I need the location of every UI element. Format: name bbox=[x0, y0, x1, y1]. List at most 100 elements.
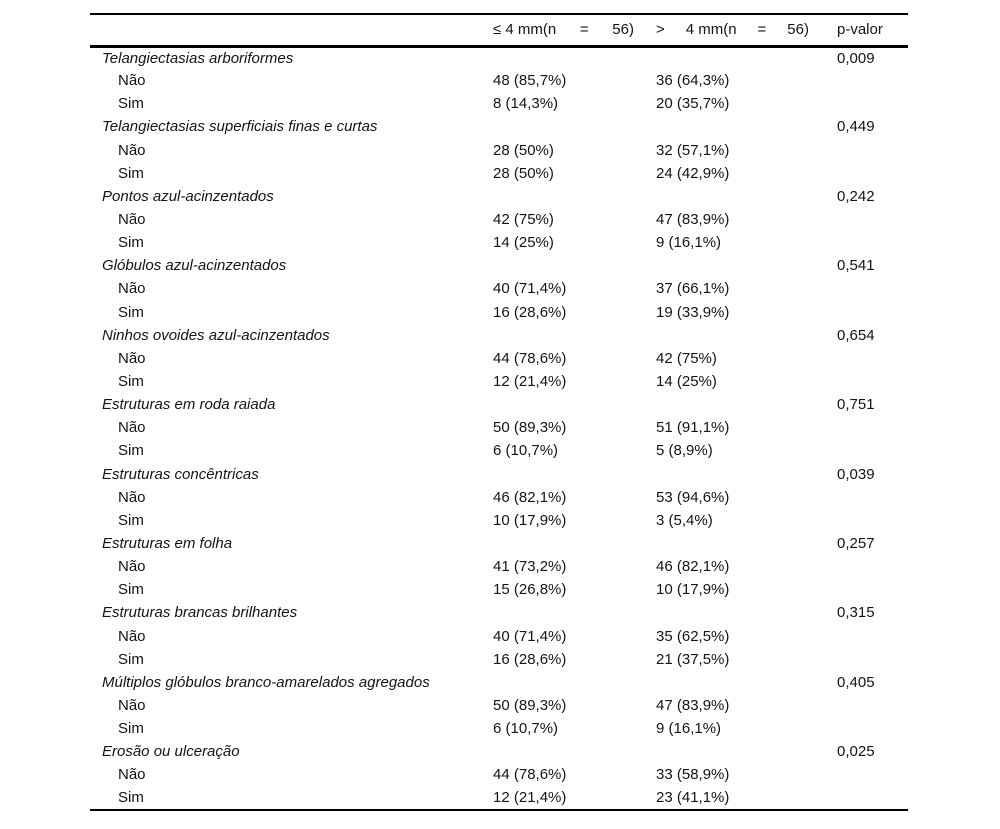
gt4mm-value-cell: 47 (83,9%) bbox=[656, 697, 730, 714]
row-label-cell: Sim bbox=[118, 650, 144, 668]
comparison-table: ≤ 4 mm(n = 56) > 4 mm(n = 56) p-valor Te… bbox=[90, 13, 908, 811]
header-feature-column bbox=[90, 13, 493, 48]
feature-row: Telangiectasias superficiais finas e cur… bbox=[90, 115, 908, 138]
le4mm-value-cell: 15 (26,8%) bbox=[493, 581, 567, 599]
spacer-cell bbox=[837, 786, 908, 811]
spacer-cell bbox=[656, 532, 837, 555]
row-label-cell: Não bbox=[118, 697, 146, 714]
spacer-cell bbox=[837, 717, 908, 740]
row-label-cell: Sim bbox=[118, 442, 144, 460]
yes-row: Sim 14 (25%) 9 (16,1%) bbox=[90, 231, 908, 254]
no-row: Não 28 (50%) 32 (57,1%) bbox=[90, 139, 908, 162]
spacer-cell bbox=[656, 740, 837, 763]
spacer-cell bbox=[656, 185, 837, 208]
le4mm-value-cell: 16 (28,6%) bbox=[493, 303, 567, 321]
gt4mm-value-cell: 14 (25%) bbox=[656, 373, 717, 391]
gt4mm-value-cell: 19 (33,9%) bbox=[656, 303, 730, 321]
yes-row: Sim 15 (26,8%) 10 (17,9%) bbox=[90, 578, 908, 601]
row-label-cell: Não bbox=[118, 280, 146, 298]
p-value-cell: 0,242 bbox=[837, 187, 875, 205]
no-row: Não 48 (85,7%) 36 (64,3%) bbox=[90, 69, 908, 92]
feature-name-cell: Múltiplos glóbulos branco-amarelados agr… bbox=[102, 673, 430, 691]
le4mm-value-cell: 48 (85,7%) bbox=[493, 72, 567, 90]
feature-row: Estruturas em roda raiada 0,751 bbox=[90, 393, 908, 416]
spacer-cell bbox=[493, 185, 656, 208]
spacer-cell bbox=[837, 578, 908, 601]
feature-row: Erosão ou ulceração 0,025 bbox=[90, 740, 908, 763]
feature-name-cell: Glóbulos azul-acinzentados bbox=[102, 257, 287, 275]
le4mm-value-cell: 28 (50%) bbox=[493, 164, 554, 182]
feature-name-cell: Pontos azul-acinzentados bbox=[102, 187, 274, 205]
spacer-cell bbox=[656, 324, 837, 347]
feature-name-cell: Ninhos ovoides azul-acinzentados bbox=[102, 326, 330, 344]
feature-row: Estruturas em folha 0,257 bbox=[90, 532, 908, 555]
spacer-cell bbox=[837, 92, 908, 115]
yes-row: Sim 28 (50%) 24 (42,9%) bbox=[90, 162, 908, 185]
no-row: Não 42 (75%) 47 (83,9%) bbox=[90, 208, 908, 231]
feature-name-cell: Telangiectasias superficiais finas e cur… bbox=[102, 118, 378, 136]
header-gt4mm-column: > 4 mm(n = 56) bbox=[656, 13, 837, 48]
spacer-cell bbox=[656, 393, 837, 416]
spacer-cell bbox=[493, 115, 656, 138]
no-row: Não 41 (73,2%) 46 (82,1%) bbox=[90, 555, 908, 578]
spacer-cell bbox=[837, 139, 908, 162]
yes-row: Sim 6 (10,7%) 9 (16,1%) bbox=[90, 717, 908, 740]
yes-row: Sim 10 (17,9%) 3 (5,4%) bbox=[90, 509, 908, 532]
p-value-cell: 0,405 bbox=[837, 673, 875, 691]
spacer-cell bbox=[656, 254, 837, 277]
header-le4mm-token: = bbox=[579, 21, 589, 39]
row-label-cell: Não bbox=[118, 211, 146, 229]
spacer-cell bbox=[493, 532, 656, 555]
row-label-cell: Sim bbox=[90, 786, 493, 811]
row-label-cell: Sim bbox=[118, 581, 144, 599]
header-gt4mm-token: > bbox=[656, 21, 665, 39]
spacer-cell bbox=[837, 301, 908, 324]
feature-row: Múltiplos glóbulos branco-amarelados agr… bbox=[90, 671, 908, 694]
feature-row: Estruturas concêntricas 0,039 bbox=[90, 463, 908, 486]
spacer-cell bbox=[837, 625, 908, 648]
row-label-cell: Não bbox=[118, 558, 146, 576]
row-label-cell: Sim bbox=[118, 234, 144, 252]
row-label-cell: Sim bbox=[118, 95, 144, 113]
le4mm-value-cell: 6 (10,7%) bbox=[493, 720, 559, 738]
row-label-cell: Não bbox=[118, 627, 146, 645]
spacer-cell bbox=[837, 763, 908, 786]
spacer-cell bbox=[656, 463, 837, 486]
yes-row: Sim 16 (28,6%) 21 (37,5%) bbox=[90, 648, 908, 671]
gt4mm-value-cell: 23 (41,1%) bbox=[656, 786, 837, 811]
gt4mm-value-cell: 3 (5,4%) bbox=[656, 511, 713, 529]
row-label-cell: Não bbox=[118, 141, 146, 159]
feature-name-cell: Estruturas em roda raiada bbox=[102, 396, 276, 414]
no-row: Não 46 (82,1%) 53 (94,6%) bbox=[90, 486, 908, 509]
table-body: Telangiectasias arboriformes 0,009 Não 48 (… bbox=[90, 46, 908, 811]
le4mm-value-cell: 8 (14,3%) bbox=[493, 95, 559, 113]
gt4mm-value-cell: 53 (94,6%) bbox=[656, 488, 730, 506]
le4mm-value-cell: 44 (78,6%) bbox=[493, 766, 567, 784]
spacer-cell bbox=[837, 231, 908, 254]
no-row: Não 50 (89,3%) 51 (91,1%) bbox=[90, 416, 908, 439]
spacer-cell bbox=[493, 601, 656, 624]
le4mm-value-cell: 44 (78,6%) bbox=[493, 349, 567, 367]
yes-row: Sim 6 (10,7%) 5 (8,9%) bbox=[90, 439, 908, 462]
p-value-cell: 0,449 bbox=[837, 118, 875, 136]
header-le4mm-token: 56) bbox=[612, 21, 634, 39]
le4mm-value-cell: 14 (25%) bbox=[493, 234, 554, 252]
le4mm-value-cell: 41 (73,2%) bbox=[493, 558, 567, 576]
spacer-cell bbox=[837, 555, 908, 578]
spacer-cell bbox=[837, 69, 908, 92]
table-header: ≤ 4 mm(n = 56) > 4 mm(n = 56) p-valor bbox=[90, 13, 908, 48]
le4mm-value-cell: 42 (75%) bbox=[493, 211, 554, 229]
feature-row: Ninhos ovoides azul-acinzentados 0,654 bbox=[90, 324, 908, 347]
feature-name-cell: Estruturas brancas brilhantes bbox=[102, 604, 298, 622]
spacer-cell bbox=[493, 393, 656, 416]
header-pvalue-column: p-valor bbox=[837, 13, 908, 48]
yes-row: Sim 12 (21,4%) 14 (25%) bbox=[90, 370, 908, 393]
spacer-cell bbox=[656, 671, 837, 694]
gt4mm-value-cell: 9 (16,1%) bbox=[656, 234, 722, 252]
gt4mm-value-cell: 36 (64,3%) bbox=[656, 72, 730, 90]
gt4mm-value-cell: 10 (17,9%) bbox=[656, 581, 730, 599]
spacer-cell bbox=[493, 740, 656, 763]
gt4mm-value-cell: 20 (35,7%) bbox=[656, 95, 730, 113]
row-label-cell: Não bbox=[118, 419, 146, 437]
